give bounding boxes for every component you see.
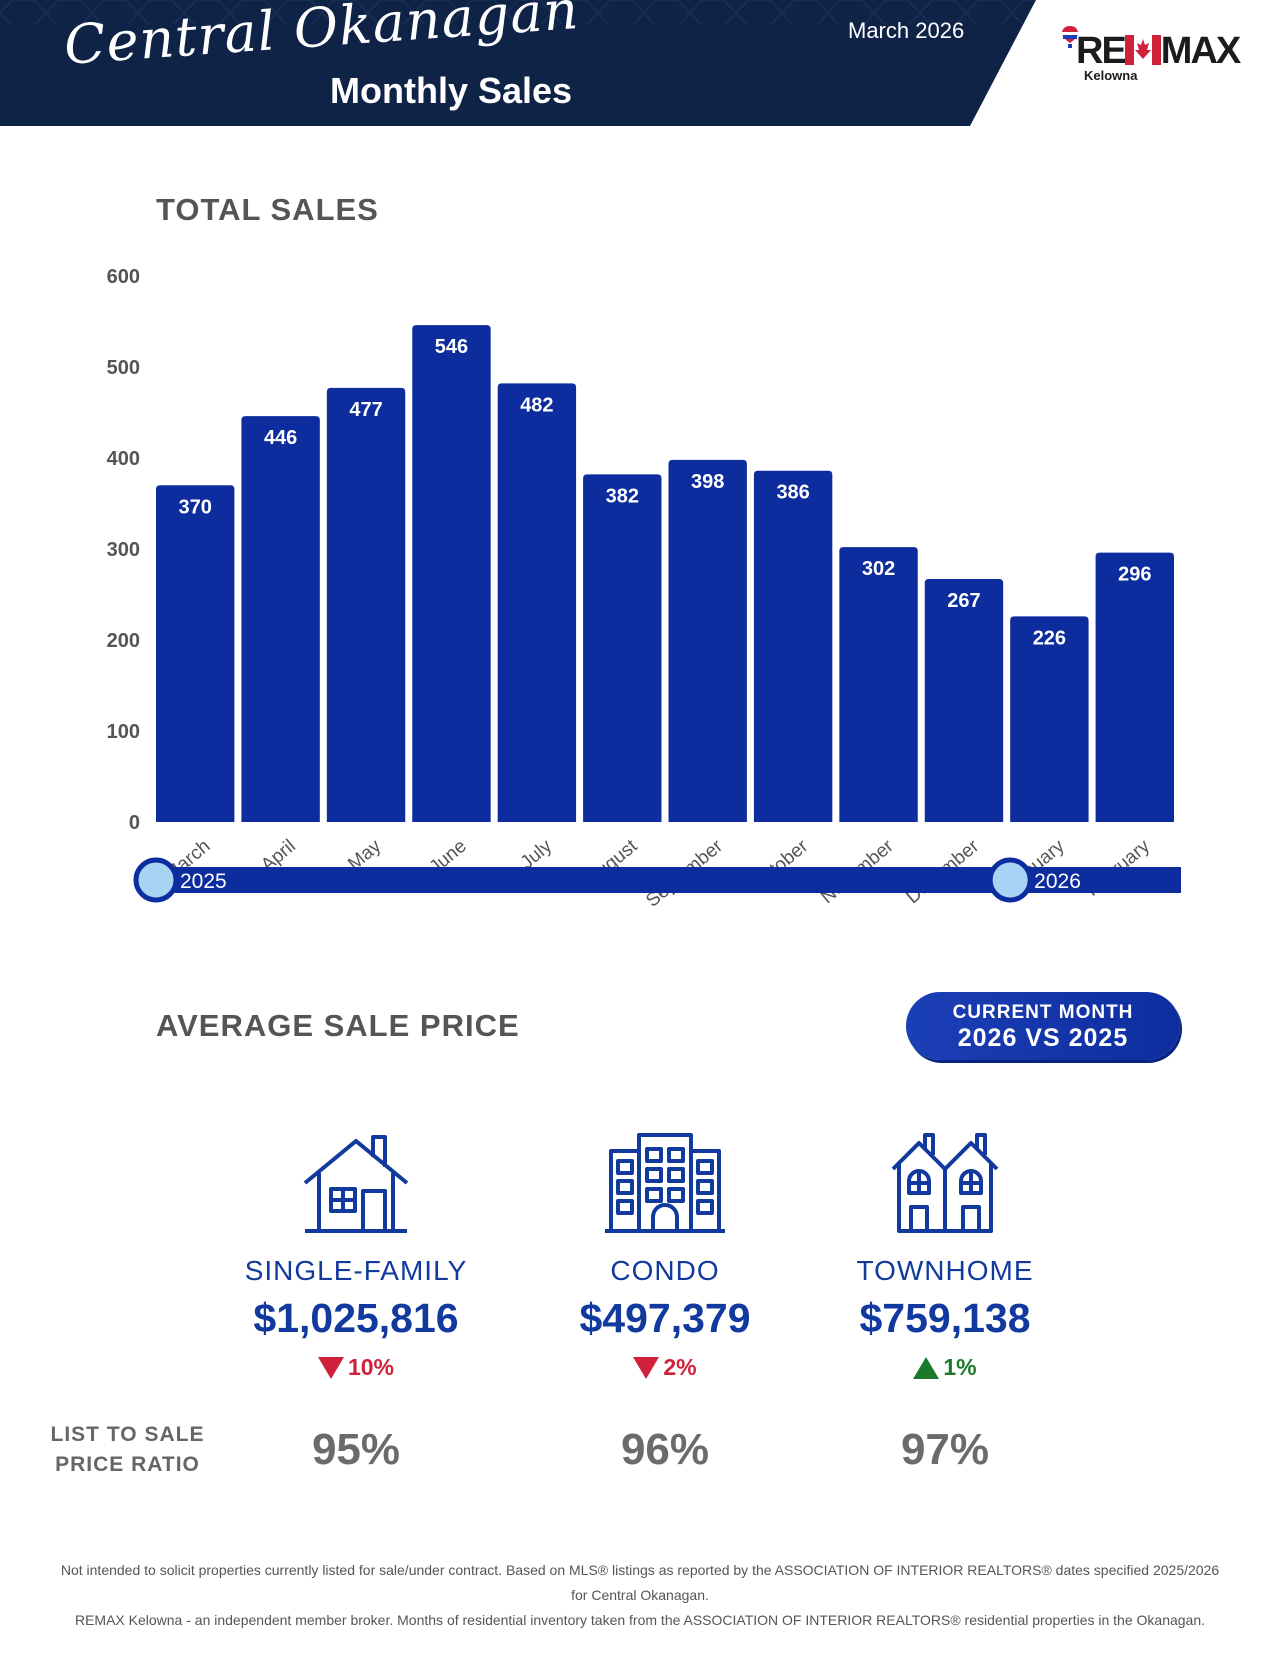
bar-july (497, 383, 577, 822)
bar-october (753, 470, 833, 822)
price-change: 1% (795, 1354, 1095, 1381)
total-sales-chart: 0100200300400500600370March446April477Ma… (107, 266, 1181, 912)
timeline-year-label: 2026 (1034, 870, 1081, 893)
list-to-sale-ratio-label: LIST TO SALE PRICE RATIO (40, 1420, 215, 1480)
disclaimer: Not intended to solicit properties curre… (60, 1558, 1220, 1633)
y-tick-label: 0 (129, 812, 140, 834)
property-price: $759,138 (859, 1295, 1031, 1341)
y-tick-label: 200 (107, 630, 140, 652)
bar-january (1010, 616, 1089, 822)
badge-line-2: 2026 VS 2025 (957, 1024, 1129, 1052)
bar-value-label: 386 (776, 482, 809, 504)
badge-line-1: CURRENT MONTH (952, 1002, 1134, 1023)
y-tick-label: 300 (107, 539, 140, 561)
disclaimer-line-1: Not intended to solicit properties curre… (60, 1562, 1220, 1603)
townhome-icon (891, 1133, 999, 1233)
price-change-value: 10% (347, 1354, 395, 1380)
up-arrow-icon (913, 1356, 940, 1379)
header-banner: Central Okanagan Monthly Sales March 202… (0, 0, 1280, 126)
logo-wordmark: RE MAX (1076, 30, 1241, 72)
y-tick-label: 500 (107, 357, 140, 379)
average-sale-price-title: AVERAGE SALE PRICE (156, 1008, 520, 1043)
timeline-marker-2026 (987, 857, 1033, 903)
header-subtitle: Monthly Sales (330, 70, 573, 111)
price-change-value: 1% (943, 1354, 977, 1380)
condo-column: CONDO $497,379 2% 96% (515, 1125, 815, 1475)
bar-value-label: 446 (264, 427, 297, 449)
bar-value-label: 482 (520, 394, 553, 416)
bar-september (668, 459, 747, 822)
property-price: $497,379 (579, 1295, 751, 1341)
bar-april (241, 416, 320, 822)
maple-flag-icon (1124, 35, 1161, 65)
header-date: March 2026 (848, 18, 965, 43)
y-tick-label: 600 (107, 266, 140, 288)
property-label: CONDO (610, 1255, 720, 1286)
y-tick-label: 400 (107, 448, 140, 470)
bar-value-label: 226 (1033, 627, 1066, 649)
bar-may (326, 387, 406, 822)
bar-june (412, 325, 491, 822)
ratio-label-line-2: PRICE RATIO (55, 1453, 200, 1476)
list-to-sale-ratio: 96% (620, 1425, 710, 1474)
down-arrow-icon (633, 1356, 660, 1379)
bar-value-label: 267 (947, 590, 980, 612)
price-change-value: 2% (663, 1354, 697, 1380)
property-label: SINGLE-FAMILY (244, 1255, 468, 1286)
total-sales-title: TOTAL SALES (156, 192, 379, 227)
bar-november (839, 547, 918, 822)
timeline-marker-2025 (133, 857, 179, 903)
bar-value-label: 296 (1118, 564, 1151, 586)
bar-value-label: 302 (862, 558, 895, 580)
y-tick-label: 100 (107, 721, 140, 743)
bar-february (1095, 552, 1174, 822)
townhome-column: TOWNHOME $759,138 1% 97% (795, 1125, 1095, 1475)
bar-value-label: 477 (349, 399, 382, 421)
bar-value-label: 546 (435, 336, 468, 358)
house-icon (303, 1135, 409, 1233)
header-background (0, 0, 1036, 126)
single-family-column: SINGLE-FAMILY $1,025,816 10% 95% (206, 1125, 506, 1475)
bar-value-label: 398 (691, 471, 724, 493)
list-to-sale-ratio: 95% (311, 1425, 401, 1474)
bar-march (156, 485, 235, 822)
list-to-sale-ratio: 97% (900, 1425, 990, 1474)
price-change: 2% (515, 1354, 815, 1381)
bar-december (924, 579, 1004, 822)
timeline-year-label: 2025 (180, 870, 227, 893)
logo-subtitle: Kelowna (1084, 68, 1138, 83)
current-month-badge: CURRENT MONTH 2026 VS 2025 (906, 992, 1180, 1060)
remax-logo: RE MAX Kelowna (1062, 26, 1262, 86)
bar-value-label: 382 (606, 485, 639, 507)
price-change: 10% (206, 1354, 506, 1381)
down-arrow-icon (317, 1356, 344, 1379)
balloon-icon (1062, 26, 1078, 48)
disclaimer-line-2: REMAX Kelowna - an independent member br… (74, 1612, 1206, 1628)
ratio-label-line-1: LIST TO SALE (50, 1423, 205, 1446)
property-price: $1,025,816 (253, 1295, 459, 1341)
bar-august (583, 474, 662, 822)
bar-value-label: 370 (179, 496, 212, 518)
condo-building-icon (605, 1133, 725, 1233)
property-label: TOWNHOME (856, 1255, 1034, 1286)
